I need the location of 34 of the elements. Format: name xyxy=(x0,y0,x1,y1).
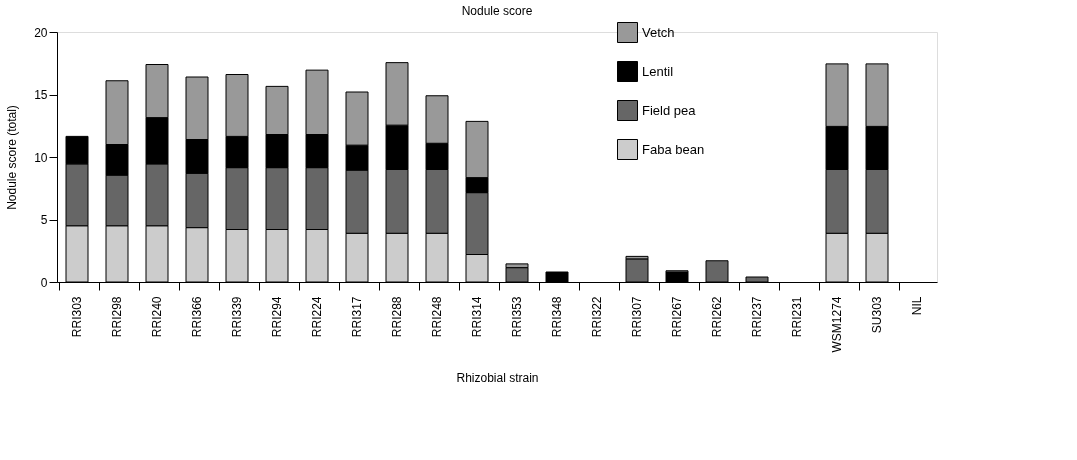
x-tick-label: RRI237 xyxy=(750,296,764,338)
x-tick-label: RRI322 xyxy=(590,296,604,338)
y-tick-label: 0 xyxy=(40,275,48,290)
x-tick-label: RRI339 xyxy=(230,296,244,338)
y-tick-label: 10 xyxy=(34,150,48,165)
x-tick-label: RRI366 xyxy=(190,296,204,338)
x-tick-label: RRI298 xyxy=(110,296,124,338)
y-axis-title: Nodule score (total) xyxy=(5,105,20,210)
x-tick-label: RRI294 xyxy=(270,296,284,338)
x-tick-label: RRI224 xyxy=(310,296,324,338)
x-tick-label: RRI231 xyxy=(790,296,804,338)
chart-title: Nodule score xyxy=(461,4,533,18)
x-tick-label: RRI348 xyxy=(550,296,564,338)
legend-label: Lentil xyxy=(642,63,674,79)
x-tick-label: NIL xyxy=(910,296,924,316)
y-tick-label: 5 xyxy=(40,213,48,227)
x-tick-label: RRI353 xyxy=(510,296,524,338)
x-tick-label: RRI314 xyxy=(470,296,484,338)
x-tick-label: RRI307 xyxy=(630,296,644,338)
legend-label: Faba bean xyxy=(642,141,705,157)
x-tick-label: RRI317 xyxy=(350,296,364,338)
y-tick-label: 15 xyxy=(34,88,48,102)
legend-label: Field pea xyxy=(642,102,697,118)
x-tick-label: RRI288 xyxy=(390,296,404,338)
x-tick-label: WSM1274 xyxy=(830,296,844,353)
x-axis-title: Rhizobial strain xyxy=(456,370,539,385)
x-tick-label: RRI248 xyxy=(430,296,444,338)
x-tick-label: RRI262 xyxy=(710,296,724,338)
legend-label: Vetch xyxy=(642,24,675,40)
x-tick-label: RRI303 xyxy=(70,296,84,338)
x-tick-label: RRI267 xyxy=(670,296,684,338)
x-tick-label: RRI240 xyxy=(150,296,164,338)
x-tick-label: SU303 xyxy=(870,296,884,334)
y-tick-label: 20 xyxy=(34,25,48,40)
